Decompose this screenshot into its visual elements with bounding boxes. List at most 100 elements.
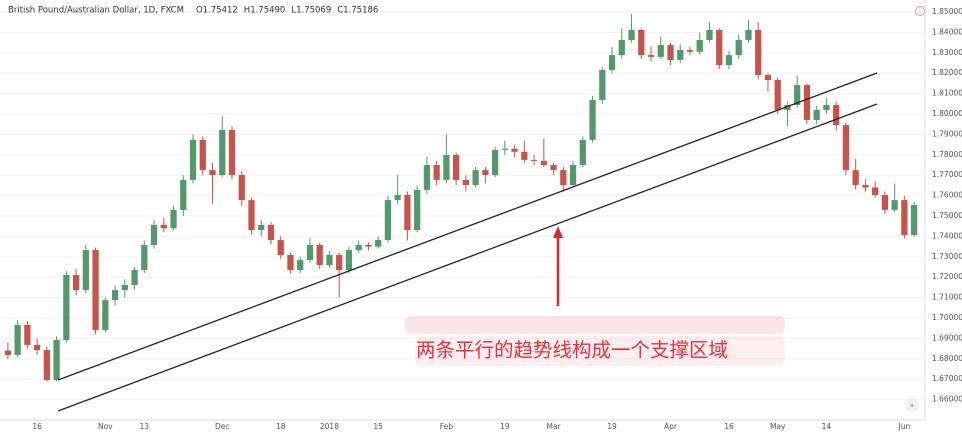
candle-body	[667, 45, 674, 60]
y-tick-label: 1.70000	[932, 313, 962, 322]
scroll-button[interactable]	[905, 398, 919, 412]
candle-body	[43, 350, 50, 381]
candle-body	[238, 175, 245, 201]
candle-body	[735, 39, 742, 56]
y-tick-label: 1.84000	[932, 27, 962, 36]
candle-body	[189, 139, 197, 180]
candle-body	[414, 189, 421, 231]
candle-body	[881, 195, 889, 210]
candle-body	[63, 274, 70, 341]
x-tick-label: 18	[276, 422, 286, 431]
candle-body	[423, 165, 431, 190]
alert-icon[interactable]	[915, 6, 925, 16]
y-tick-label: 1.71000	[932, 293, 962, 302]
candle-body	[33, 344, 41, 351]
x-tick-label: Feb	[440, 422, 454, 431]
x-tick-label: Nov	[98, 422, 113, 431]
candle-body	[842, 125, 850, 171]
candle-body	[823, 105, 830, 110]
candle-body	[92, 250, 99, 331]
readout-value: O1.75412	[196, 6, 238, 16]
y-tick-label: 1.74000	[932, 231, 962, 240]
candle-body	[316, 244, 323, 265]
candle-body	[404, 195, 411, 231]
candle-body	[569, 165, 577, 186]
candle-body	[326, 254, 333, 265]
candle-body	[248, 200, 255, 231]
candle-body	[209, 170, 216, 176]
candle-body	[891, 200, 898, 210]
candle-body	[745, 29, 752, 40]
annotation: 两条平行的趋势线构成一个支撑区域	[416, 339, 728, 362]
candle-body	[794, 85, 801, 106]
candle-body	[813, 109, 820, 120]
candle-body	[716, 29, 723, 66]
candle-body	[764, 75, 772, 80]
candle-body	[4, 350, 11, 355]
x-tick-label: Apr	[664, 422, 678, 431]
candle-body	[180, 179, 187, 210]
blur-block	[415, 336, 785, 366]
candle-body	[472, 170, 479, 186]
candle-body	[433, 165, 440, 180]
candle-body	[258, 224, 265, 231]
candle-body	[872, 187, 879, 196]
candle-body	[462, 179, 469, 186]
candle-body	[141, 244, 148, 271]
candle-body	[53, 340, 60, 381]
annotation-backdrop	[405, 316, 785, 366]
candle-body	[579, 139, 586, 166]
grid	[0, 11, 925, 401]
candle-body	[550, 165, 557, 171]
candle-body	[755, 29, 762, 76]
candle-body	[589, 99, 596, 140]
y-tick-label: 1.66000	[932, 395, 962, 404]
candle-body	[901, 200, 908, 235]
candle-body	[599, 69, 606, 100]
y-tick-label: 1.77000	[932, 170, 962, 179]
y-tick-label: 1.82000	[932, 68, 962, 77]
y-tick-label: 1.83000	[932, 48, 962, 57]
readout-value: L1.75069	[291, 6, 331, 16]
candle-body	[706, 29, 713, 40]
y-tick-label: 1.68000	[932, 354, 962, 363]
candle-body	[911, 205, 918, 235]
candle-body	[608, 55, 616, 70]
x-tick-label: 14	[822, 422, 832, 431]
candle-body	[267, 224, 275, 241]
x-tick-label: 19	[607, 422, 617, 431]
candle-body	[638, 29, 645, 56]
trend-line-upper	[57, 72, 878, 381]
y-tick-label: 1.78000	[932, 150, 962, 159]
candle-body	[394, 195, 401, 201]
candle-body	[618, 39, 625, 56]
candle-body	[14, 324, 21, 355]
candle-body	[482, 170, 489, 176]
candle-body	[628, 29, 635, 40]
candle-body	[375, 240, 382, 247]
candle-body	[803, 85, 811, 120]
y-tick-label: 1.75000	[932, 211, 962, 220]
candle-body	[170, 209, 177, 229]
x-tick-label: Jun	[898, 422, 911, 431]
candle-body	[657, 45, 664, 57]
candle-body	[150, 224, 158, 245]
candle-body	[199, 139, 206, 171]
candle-body	[521, 151, 528, 160]
candle-body	[121, 284, 128, 291]
trend-line-lower	[57, 103, 878, 412]
x-tick-label: 19	[500, 422, 510, 431]
candle-body	[102, 300, 109, 331]
candle-body	[852, 170, 859, 186]
arrow-head	[553, 226, 563, 238]
x-tick-label: 16	[724, 422, 734, 431]
y-tick-label: 1.73000	[932, 252, 962, 261]
readout-value: H1.75490	[244, 6, 286, 16]
blur-block	[405, 316, 785, 334]
candle-body	[491, 149, 499, 176]
candle-body	[355, 244, 362, 251]
y-tick-label: 1.72000	[932, 272, 962, 281]
y-tick-label: 1.69000	[932, 333, 962, 342]
